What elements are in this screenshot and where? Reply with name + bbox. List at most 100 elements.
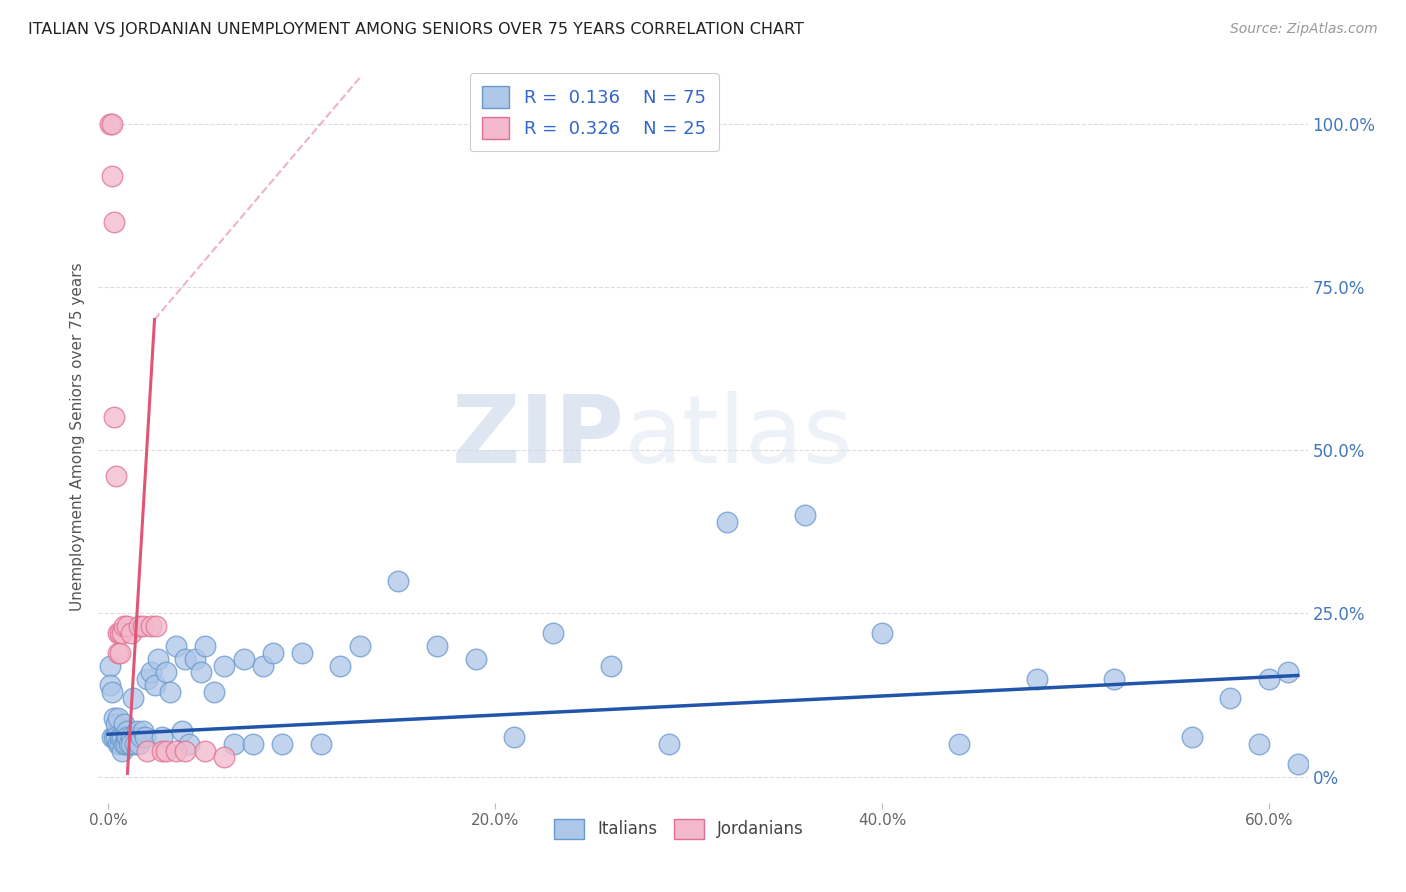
Text: ITALIAN VS JORDANIAN UNEMPLOYMENT AMONG SENIORS OVER 75 YEARS CORRELATION CHART: ITALIAN VS JORDANIAN UNEMPLOYMENT AMONG … xyxy=(28,22,804,37)
Point xyxy=(103,410,125,425)
Point xyxy=(143,678,166,692)
Point xyxy=(129,731,152,745)
Point xyxy=(426,639,449,653)
Point xyxy=(1277,665,1299,680)
Point xyxy=(150,743,173,757)
Point xyxy=(1286,756,1309,771)
Point xyxy=(212,658,235,673)
Point xyxy=(114,731,136,745)
Point xyxy=(165,743,187,757)
Point xyxy=(232,652,254,666)
Point xyxy=(118,737,141,751)
Point xyxy=(104,717,127,731)
Point xyxy=(349,639,371,653)
Point xyxy=(716,515,738,529)
Point xyxy=(98,658,121,673)
Point xyxy=(1257,672,1279,686)
Point xyxy=(128,619,150,633)
Point xyxy=(329,658,352,673)
Point xyxy=(309,737,332,751)
Point xyxy=(107,646,129,660)
Point xyxy=(104,469,127,483)
Point xyxy=(541,626,564,640)
Point xyxy=(1025,672,1047,686)
Point xyxy=(174,652,197,666)
Point xyxy=(1180,731,1202,745)
Point xyxy=(107,626,129,640)
Point xyxy=(271,737,294,751)
Point xyxy=(139,619,162,633)
Point xyxy=(190,665,212,680)
Point xyxy=(135,743,157,757)
Point xyxy=(117,619,139,633)
Point xyxy=(290,646,312,660)
Point xyxy=(114,737,136,751)
Point xyxy=(155,743,177,757)
Point xyxy=(204,685,226,699)
Point xyxy=(98,117,121,131)
Point xyxy=(212,750,235,764)
Point xyxy=(117,731,139,745)
Point xyxy=(124,737,146,751)
Point xyxy=(658,737,681,751)
Point xyxy=(1249,737,1271,751)
Point xyxy=(262,646,284,660)
Point xyxy=(112,619,135,633)
Point xyxy=(112,737,135,751)
Point xyxy=(111,626,134,640)
Point xyxy=(117,723,139,738)
Point xyxy=(503,731,526,745)
Point xyxy=(252,658,274,673)
Point xyxy=(103,711,125,725)
Text: ZIP: ZIP xyxy=(451,391,624,483)
Point xyxy=(111,743,134,757)
Point xyxy=(600,658,623,673)
Point xyxy=(464,652,486,666)
Point xyxy=(107,711,129,725)
Point xyxy=(101,731,124,745)
Point xyxy=(139,665,162,680)
Point xyxy=(112,717,135,731)
Point xyxy=(148,652,170,666)
Point xyxy=(132,619,155,633)
Point xyxy=(101,685,124,699)
Point xyxy=(104,731,127,745)
Point xyxy=(159,685,181,699)
Point xyxy=(122,691,145,706)
Point xyxy=(135,672,157,686)
Point xyxy=(174,743,197,757)
Point xyxy=(155,665,177,680)
Y-axis label: Unemployment Among Seniors over 75 years: Unemployment Among Seniors over 75 years xyxy=(70,263,86,611)
Point xyxy=(132,723,155,738)
Point xyxy=(98,678,121,692)
Legend: Italians, Jordanians: Italians, Jordanians xyxy=(547,812,811,846)
Point xyxy=(108,731,131,745)
Point xyxy=(101,117,124,131)
Point xyxy=(184,652,207,666)
Point xyxy=(1102,672,1125,686)
Point xyxy=(107,737,129,751)
Point xyxy=(120,626,142,640)
Point xyxy=(194,743,217,757)
Point xyxy=(242,737,264,751)
Point xyxy=(127,723,149,738)
Point xyxy=(145,619,167,633)
Point xyxy=(134,731,156,745)
Point xyxy=(170,723,193,738)
Point xyxy=(103,731,125,745)
Point xyxy=(793,508,815,523)
Point xyxy=(1219,691,1241,706)
Point xyxy=(120,737,142,751)
Point xyxy=(101,169,124,183)
Text: Source: ZipAtlas.com: Source: ZipAtlas.com xyxy=(1230,22,1378,37)
Point xyxy=(128,737,150,751)
Point xyxy=(120,731,142,745)
Point xyxy=(194,639,217,653)
Point xyxy=(870,626,893,640)
Point xyxy=(948,737,970,751)
Text: atlas: atlas xyxy=(624,391,852,483)
Point xyxy=(222,737,245,751)
Point xyxy=(165,639,187,653)
Point xyxy=(387,574,409,588)
Point xyxy=(179,737,201,751)
